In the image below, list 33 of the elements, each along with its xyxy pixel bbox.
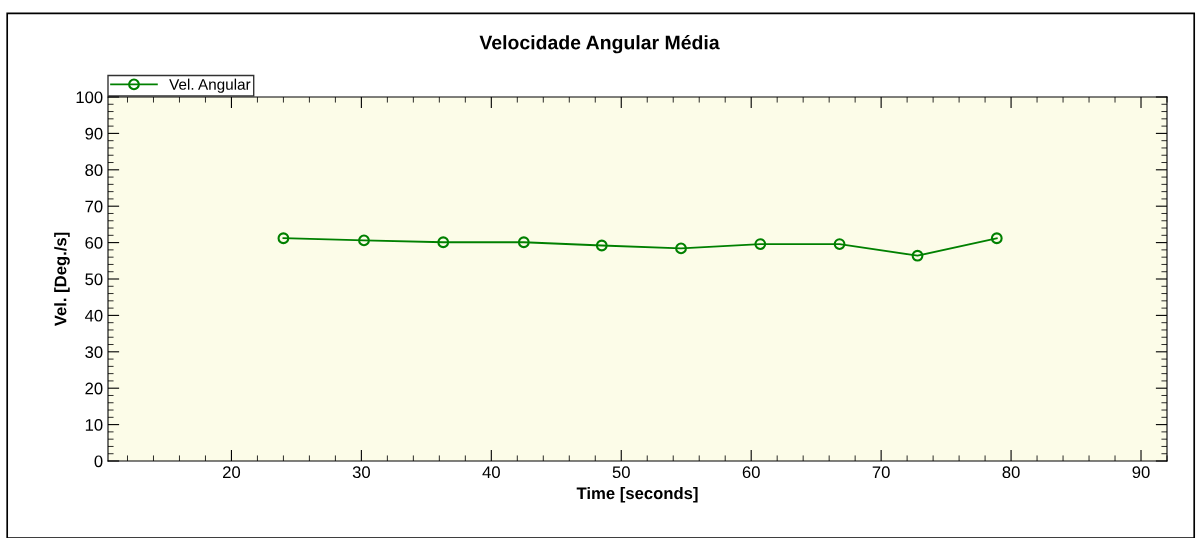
x-tick-label: 90 (1132, 466, 1150, 479)
y-tick-label: 100 (76, 91, 103, 104)
legend-label: Vel. Angular (169, 78, 251, 93)
x-tick-label: 70 (872, 466, 890, 479)
point (990, 232, 1003, 245)
x-tick-label: 20 (223, 466, 241, 479)
y-tick-label: 90 (85, 127, 103, 140)
point (833, 238, 846, 250)
y-tick-label: 10 (85, 419, 103, 431)
x-tick-label: 50 (612, 466, 630, 479)
y-tick-label: 20 (85, 382, 103, 395)
x-tick-label: 80 (1002, 466, 1020, 479)
x-tick-label: 40 (482, 466, 500, 479)
point (517, 236, 530, 249)
x-tick-label: 30 (352, 466, 370, 479)
y-tick-label: 0 (94, 455, 103, 468)
y-tick-label: 40 (84, 309, 103, 322)
y-axis-title: Vel. [Deg./s] (54, 232, 70, 327)
point (277, 232, 290, 245)
point (754, 238, 767, 250)
y-tick-label: 50 (85, 273, 103, 286)
x-axis-title: Time [seconds] (576, 486, 698, 503)
point (675, 242, 687, 255)
point (595, 239, 608, 252)
y-tick-label: 70 (85, 200, 103, 213)
point (437, 236, 450, 249)
y-tick-label: 60 (85, 237, 103, 249)
y-tick-label: 30 (85, 346, 103, 358)
point (358, 234, 370, 247)
chart-title: Velocidade Angular Média (479, 34, 720, 54)
y-tick-label: 80 (85, 164, 103, 176)
point (911, 249, 924, 262)
x-tick-label: 60 (742, 466, 760, 479)
